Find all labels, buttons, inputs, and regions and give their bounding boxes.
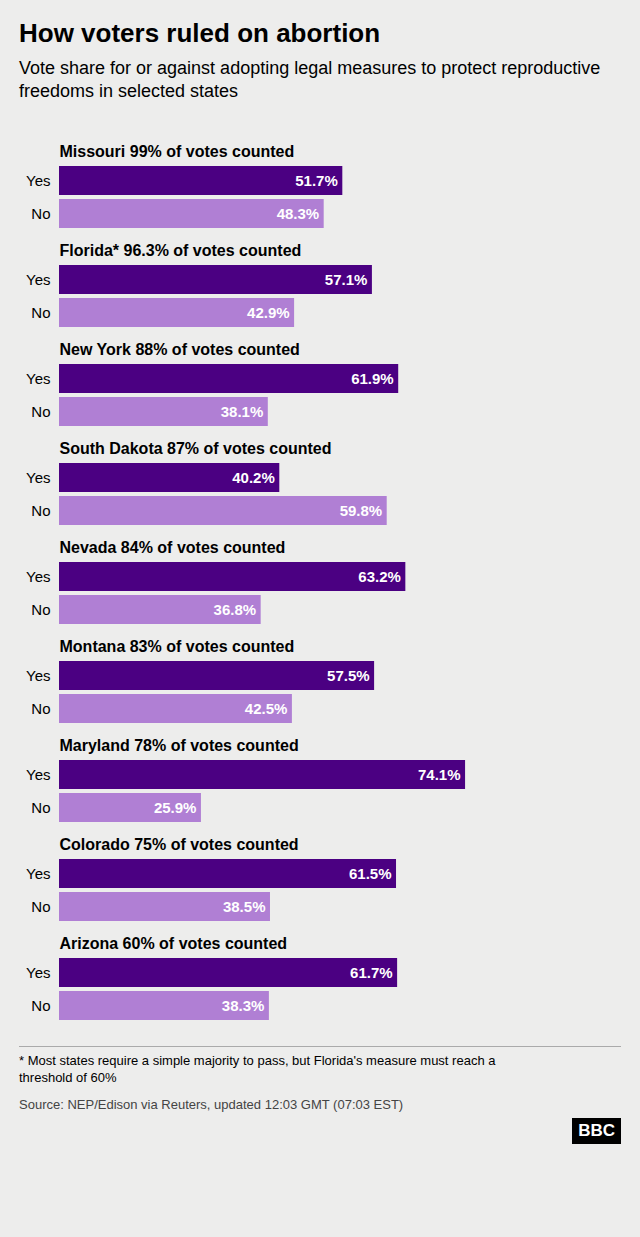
svg-text:Montana 83% of votes counted: Montana 83% of votes counted <box>60 638 295 655</box>
svg-text:Colorado 75% of votes counted: Colorado 75% of votes counted <box>60 836 299 853</box>
svg-text:No: No <box>31 997 50 1014</box>
svg-text:36.8%: 36.8% <box>214 601 257 618</box>
svg-text:Yes: Yes <box>26 271 50 288</box>
svg-text:Yes: Yes <box>26 172 50 189</box>
html-text:Source: NEP/Edison via Reuters: Source: NEP/Edison via Reuters, updated … <box>19 1096 404 1112</box>
svg-text:No: No <box>31 304 50 321</box>
svg-text:South Dakota 87% of votes coun: South Dakota 87% of votes counted <box>60 440 332 457</box>
svg-text:38.3%: 38.3% <box>222 997 265 1014</box>
svg-text:57.1%: 57.1% <box>325 271 368 288</box>
html-text:BBC: BBC <box>578 1120 615 1140</box>
svg-text:61.9%: 61.9% <box>351 370 394 387</box>
html-text:How voters ruled on abortion: How voters ruled on abortion <box>19 18 381 48</box>
svg-text:Arizona 60% of votes counted: Arizona 60% of votes counted <box>60 935 288 952</box>
svg-text:No: No <box>31 799 50 816</box>
svg-text:42.5%: 42.5% <box>245 700 288 717</box>
svg-text:No: No <box>31 403 50 420</box>
svg-text:Nevada 84% of votes counted: Nevada 84% of votes counted <box>60 539 286 556</box>
svg-text:No: No <box>31 700 50 717</box>
svg-text:61.7%: 61.7% <box>350 964 393 981</box>
svg-text:Yes: Yes <box>26 766 50 783</box>
svg-text:Yes: Yes <box>26 865 50 882</box>
svg-text:38.5%: 38.5% <box>223 898 266 915</box>
svg-text:New York 88% of votes counted: New York 88% of votes counted <box>60 341 300 358</box>
svg-text:Florida* 96.3% of votes counte: Florida* 96.3% of votes counted <box>60 242 302 259</box>
html-text:* Most states require a simple: * Most states require a simple majority … <box>19 1052 496 1085</box>
svg-text:61.5%: 61.5% <box>349 865 392 882</box>
svg-text:40.2%: 40.2% <box>232 469 275 486</box>
svg-text:Yes: Yes <box>26 469 50 486</box>
svg-text:Yes: Yes <box>26 370 50 387</box>
svg-text:48.3%: 48.3% <box>277 205 320 222</box>
svg-text:Yes: Yes <box>26 568 50 585</box>
svg-text:Maryland 78% of votes counted: Maryland 78% of votes counted <box>60 737 299 754</box>
svg-text:38.1%: 38.1% <box>221 403 264 420</box>
svg-text:59.8%: 59.8% <box>340 502 383 519</box>
svg-text:63.2%: 63.2% <box>358 568 401 585</box>
svg-text:No: No <box>31 205 50 222</box>
svg-text:57.5%: 57.5% <box>327 667 370 684</box>
svg-text:No: No <box>31 601 50 618</box>
svg-text:42.9%: 42.9% <box>247 304 290 321</box>
svg-text:No: No <box>31 898 50 915</box>
svg-text:Missouri 99% of votes counted: Missouri 99% of votes counted <box>60 143 295 160</box>
svg-text:51.7%: 51.7% <box>295 172 338 189</box>
svg-text:Yes: Yes <box>26 667 50 684</box>
svg-text:74.1%: 74.1% <box>418 766 461 783</box>
svg-text:Yes: Yes <box>26 964 50 981</box>
svg-text:No: No <box>31 502 50 519</box>
html-text:Vote share for or against adop: Vote share for or against adopting legal… <box>19 58 601 102</box>
svg-text:25.9%: 25.9% <box>154 799 197 816</box>
